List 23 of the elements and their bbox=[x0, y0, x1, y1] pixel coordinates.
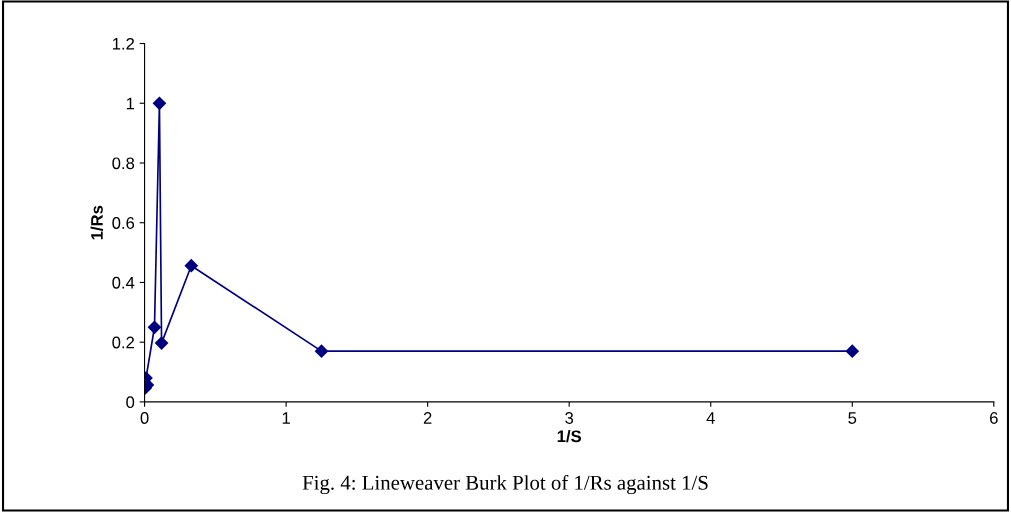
x-axis-title: 1/S bbox=[557, 429, 582, 443]
y-tick-label: 1.2 bbox=[112, 37, 135, 50]
y-tick-label: 0.2 bbox=[112, 336, 135, 349]
point bbox=[184, 259, 198, 273]
point bbox=[154, 336, 169, 350]
y-tick-label: 1 bbox=[126, 97, 135, 110]
x-tick-label: 1 bbox=[282, 412, 290, 424]
point bbox=[314, 344, 329, 358]
y-tick-label: 0 bbox=[126, 396, 135, 409]
point bbox=[152, 96, 167, 110]
x-tick-label: 3 bbox=[565, 412, 574, 424]
caption: Fig. 4: Lineweaver Burk Plot of 1/Rs against 1/S bbox=[302, 474, 708, 495]
point bbox=[845, 344, 859, 358]
x-tick-label: 6 bbox=[990, 412, 998, 424]
y-axis-title: 1/Rs bbox=[90, 205, 103, 240]
x-tick-label: 0 bbox=[140, 412, 149, 424]
x-tick-label: 5 bbox=[848, 412, 857, 424]
y-tick-label: 0.6 bbox=[112, 217, 135, 229]
x-tick-label: 4 bbox=[706, 412, 715, 424]
y-tick-label: 0.4 bbox=[112, 276, 135, 289]
x-tick-label: 2 bbox=[423, 412, 432, 424]
y-tick-label: 0.8 bbox=[112, 157, 135, 170]
point bbox=[147, 320, 162, 334]
